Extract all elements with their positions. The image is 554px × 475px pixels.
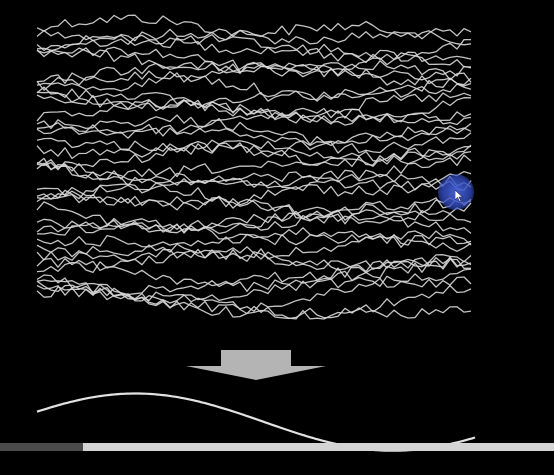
signal-trace [36, 276, 472, 313]
signal-trace [36, 268, 472, 305]
playback-progress-bar[interactable] [0, 443, 554, 451]
signal-trace [36, 123, 472, 154]
signal-trace [36, 284, 472, 320]
signal-trace [36, 14, 472, 45]
arrow-shaft [221, 350, 291, 366]
signal-trace [36, 29, 472, 64]
signal-trace [36, 145, 472, 181]
signal-trace [36, 193, 472, 225]
signal-trace [36, 97, 472, 126]
signal-trace [36, 154, 472, 187]
playback-progress-fill [0, 443, 84, 451]
signal-trace [36, 182, 472, 215]
signal-trace [36, 213, 472, 236]
signal-trace [36, 47, 472, 81]
signal-trace [36, 20, 472, 51]
signal-trace [36, 203, 472, 231]
signal-trace [36, 243, 472, 274]
signal-trace [36, 230, 472, 262]
signal-trace [36, 60, 472, 84]
signal-trace [36, 173, 472, 200]
mouse-pointer-icon [455, 190, 464, 202]
signal-trace [36, 137, 472, 167]
arrow-head [186, 366, 326, 380]
signal-trace [36, 46, 472, 78]
signal-trace [36, 94, 472, 126]
signal-trace [36, 227, 472, 252]
signal-trace-stack [36, 14, 472, 320]
signal-trace [36, 257, 472, 292]
signal-trace [36, 179, 472, 211]
signal-trace [36, 217, 472, 246]
signal-trace [36, 159, 472, 197]
signal-trace [36, 77, 472, 112]
signal-trace [36, 258, 471, 296]
signal-trace [36, 70, 472, 102]
signal-trace [36, 107, 472, 139]
signal-trace [36, 61, 472, 92]
signal-trace [36, 285, 472, 320]
output-waveform [36, 392, 476, 452]
